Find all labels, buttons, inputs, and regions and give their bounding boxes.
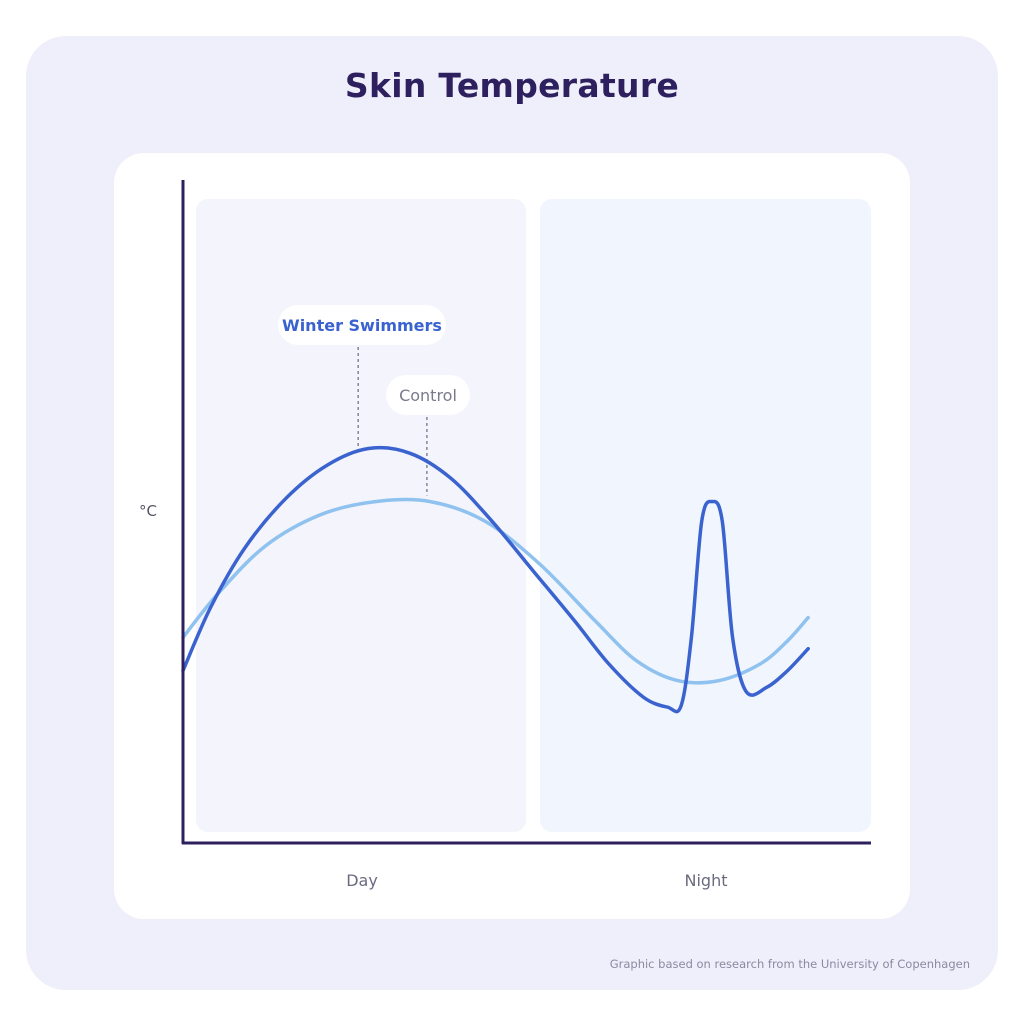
series-line-winter-swimmers (181, 445, 810, 714)
callout-box-winter-swimmers (278, 305, 446, 345)
x-tick-label-day: Day (346, 871, 378, 890)
x-tick-label-night: Night (685, 871, 728, 890)
day-panel (196, 199, 526, 832)
callout-box-control (386, 375, 470, 415)
chart-title: Skin Temperature (344, 66, 680, 105)
series-line-control (181, 497, 810, 685)
y-axis-label: °C (139, 502, 157, 520)
night-panel (540, 199, 871, 832)
callout-label-control: Control (399, 386, 457, 405)
callout-label-winter-swimmers: Winter Swimmers (282, 316, 442, 335)
source-footnote: Graphic based on research from the Unive… (609, 957, 970, 971)
